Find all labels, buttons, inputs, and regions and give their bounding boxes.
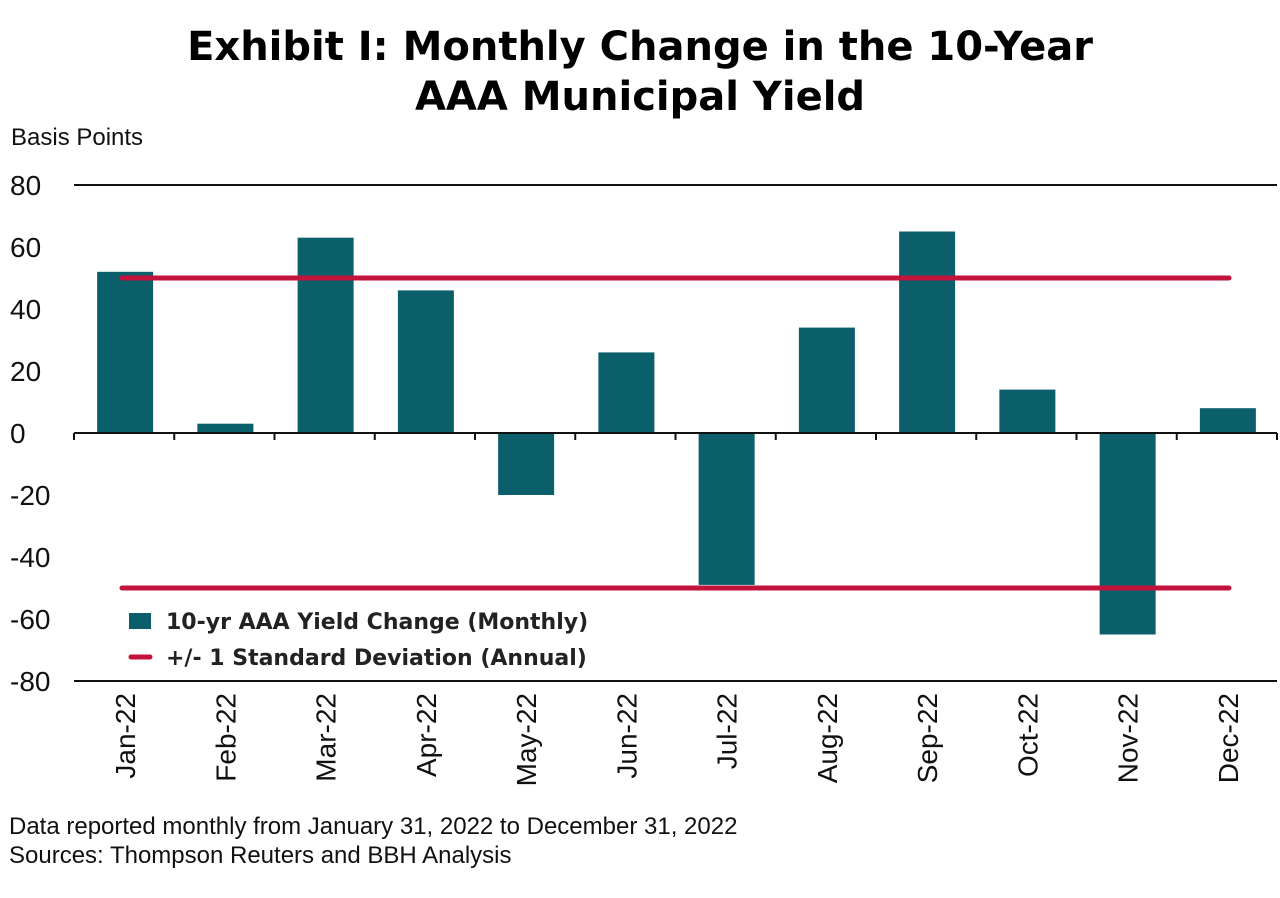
bar-aug-22	[798, 327, 855, 433]
y-tick-label: -80	[10, 666, 50, 697]
footnote-sources: Sources: Thompson Reuters and BBH Analys…	[9, 842, 512, 869]
x-tick-label: Sep-22	[912, 693, 943, 783]
y-tick-label: 60	[10, 232, 41, 263]
y-tick-label: 20	[10, 356, 41, 387]
x-tick-label: Jan-22	[110, 693, 141, 779]
x-tick-label: Apr-22	[411, 693, 442, 777]
x-tick-label: Oct-22	[1012, 693, 1043, 777]
footnote-data-range: Data reported monthly from January 31, 2…	[9, 813, 738, 840]
y-tick-label: -20	[10, 480, 50, 511]
bar-jun-22	[598, 352, 655, 433]
chart-title-line-2: AAA Municipal Yield	[414, 74, 866, 120]
bar-feb-22	[197, 423, 254, 433]
bar-jan-22	[97, 271, 154, 433]
bar-may-22	[498, 433, 555, 495]
legend-label-std-dev: +/- 1 Standard Deviation (Annual)	[166, 646, 587, 671]
legend-label-bars: 10-yr AAA Yield Change (Monthly)	[166, 610, 588, 635]
y-tick-label: 40	[10, 294, 41, 325]
y-tick-label: 0	[10, 418, 26, 449]
chart-title-line-1: Exhibit I: Monthly Change in the 10-Year	[187, 24, 1093, 70]
x-tick-label: Jun-22	[611, 693, 642, 779]
y-tick-label: -40	[10, 542, 50, 573]
bar-nov-22	[1099, 433, 1156, 635]
x-tick-label: Nov-22	[1113, 693, 1144, 783]
x-tick-label: May-22	[511, 693, 542, 786]
y-tick-label: -60	[10, 604, 50, 635]
bar-sep-22	[899, 231, 956, 433]
x-tick-label: Jul-22	[712, 693, 743, 769]
x-tick-label: Feb-22	[210, 693, 241, 782]
chart-title: Exhibit I: Monthly Change in the 10-Year…	[0, 22, 1280, 122]
footnotes: Data reported monthly from January 31, 2…	[9, 812, 737, 870]
bar-dec-22	[1199, 408, 1256, 433]
x-tick-label: Dec-22	[1213, 693, 1244, 783]
bar-oct-22	[999, 389, 1056, 433]
x-tick-label: Aug-22	[812, 693, 843, 783]
y-tick-label: 80	[10, 170, 41, 201]
bar-mar-22	[297, 237, 354, 433]
bar-apr-22	[397, 290, 454, 433]
y-axis-label: Basis Points	[11, 124, 144, 151]
legend-swatch-bars	[129, 613, 151, 629]
x-tick-label: Mar-22	[311, 693, 342, 782]
bar-jul-22	[698, 433, 755, 585]
